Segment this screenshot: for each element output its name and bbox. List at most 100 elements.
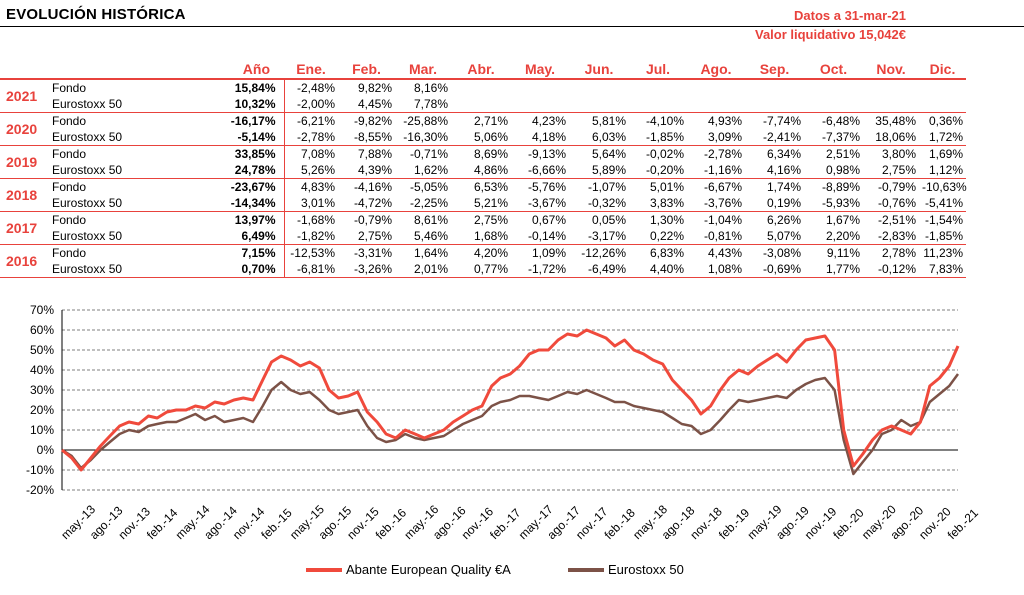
monthly-return — [919, 79, 966, 96]
monthly-return: 1,64% — [413, 246, 448, 260]
monthly-return: 3,83% — [629, 195, 687, 212]
data-date: Datos a 31-mar-21 — [794, 8, 906, 23]
annual-return: 24,78% — [150, 162, 285, 179]
monthly-return: -3,17% — [569, 228, 629, 245]
monthly-return — [451, 96, 511, 113]
monthly-return: 35,48% — [875, 114, 916, 128]
monthly-return: -5,05% — [409, 180, 448, 194]
monthly-return: 4,40% — [629, 261, 687, 278]
year-label: 2017 — [0, 211, 50, 245]
monthly-return — [863, 96, 919, 113]
monthly-return: -6,49% — [569, 261, 629, 278]
monthly-return: -2,78% — [284, 129, 338, 146]
table-row: 2019 Fondo 33,85% 7,08% 7,88% -0,71% 8,69% -9,1… — [0, 145, 966, 179]
table-row: 2017 Fondo 13,97% -1,68% -0,79% 8,61% 2,75% 0,6… — [0, 211, 966, 245]
monthly-return — [745, 79, 804, 96]
monthly-return — [511, 79, 569, 96]
monthly-return: 5,07% — [745, 228, 804, 245]
monthly-return: -12,53% — [290, 246, 335, 260]
annual-return: 7,15% — [150, 244, 285, 261]
monthly-return: 1,62% — [395, 162, 451, 179]
monthly-return: 0,19% — [745, 195, 804, 212]
y-tick-label: 0% — [37, 443, 55, 457]
annual-return: 33,85% — [150, 145, 285, 162]
year-label: 2019 — [0, 145, 50, 179]
monthly-return: -0,76% — [863, 195, 919, 212]
monthly-return: 4,45% — [338, 96, 395, 113]
monthly-return: 7,78% — [395, 96, 451, 113]
monthly-return: 5,89% — [569, 162, 629, 179]
header-cell: May. — [511, 59, 569, 80]
monthly-return: -2,83% — [863, 228, 919, 245]
monthly-return: -0,71% — [409, 147, 448, 161]
row-label: Fondo — [52, 114, 87, 128]
row-label: Eurostoxx 50 — [50, 261, 150, 278]
table-row: 2021 Fondo 15,84% -2,48% 9,82% 8,16% — [0, 79, 966, 113]
monthly-return: -12,26% — [581, 246, 626, 260]
y-tick-label: 30% — [30, 383, 54, 397]
monthly-return — [451, 79, 511, 96]
monthly-return: 1,74% — [766, 180, 801, 194]
monthly-return: -9,13% — [527, 147, 566, 161]
monthly-return: 6,83% — [649, 246, 684, 260]
title-divider — [0, 26, 1024, 27]
monthly-return: -1,82% — [284, 228, 338, 245]
table-row: Eurostoxx 50 24,78% 5,26% 4,39% 1,62% 4,86% -6… — [0, 162, 966, 179]
monthly-return: 2,01% — [395, 261, 451, 278]
monthly-return: 2,20% — [804, 228, 863, 245]
monthly-return: -1,07% — [587, 180, 626, 194]
monthly-return: 4,16% — [745, 162, 804, 179]
y-tick-label: -10% — [26, 463, 54, 477]
row-label: Eurostoxx 50 — [50, 162, 150, 179]
annual-return: 0,70% — [150, 261, 285, 278]
fund-info: Datos a 31-mar-21 Valor liquidativo 15,0… — [755, 6, 906, 44]
monthly-return: -5,76% — [527, 180, 566, 194]
monthly-return: 9,82% — [357, 81, 392, 95]
header-cell: Mar. — [395, 59, 451, 80]
y-axis-labels: 70% 60% 50% 40% 30% 20% 10% 0% -10% -20% — [26, 303, 54, 497]
monthly-return: -2,48% — [296, 81, 335, 95]
monthly-return: -6,21% — [296, 114, 335, 128]
year-label: 2020 — [0, 112, 50, 146]
monthly-return — [804, 96, 863, 113]
monthly-return: 1,69% — [928, 147, 963, 161]
y-tick-label: 20% — [30, 403, 54, 417]
year-label: 2016 — [0, 244, 50, 278]
monthly-return: -10,63% — [922, 180, 967, 194]
monthly-return: 5,01% — [649, 180, 684, 194]
monthly-return — [863, 79, 919, 96]
row-label: Fondo — [52, 147, 87, 161]
monthly-return: -0,69% — [745, 261, 804, 278]
table-row: Eurostoxx 50 10,32% -2,00% 4,45% 7,78% — [0, 96, 966, 113]
header-cell: Oct. — [804, 59, 863, 80]
monthly-return: 2,51% — [825, 147, 860, 161]
monthly-return: 4,83% — [300, 180, 335, 194]
table-row: Eurostoxx 50 0,70% -6,81% -3,26% 2,01% 0,77% -… — [0, 261, 966, 278]
monthly-return: 1,30% — [649, 213, 684, 227]
row-label: Eurostoxx 50 — [50, 129, 150, 146]
annual-return: 15,84% — [150, 79, 285, 96]
legend-item-fund: Abante European Quality €A — [306, 562, 511, 577]
monthly-return: -0,81% — [687, 228, 745, 245]
monthly-return: -2,51% — [877, 213, 916, 227]
series-line-fund — [61, 328, 960, 472]
series-line-index — [61, 373, 960, 476]
series-lines — [61, 328, 960, 476]
header-cell: Jul. — [629, 59, 687, 80]
monthly-return: 3,80% — [881, 147, 916, 161]
monthly-return: 18,06% — [863, 129, 919, 146]
annual-return: 6,49% — [150, 228, 285, 245]
header-cell: Año — [150, 59, 284, 80]
row-label: Eurostoxx 50 — [50, 96, 150, 113]
monthly-return: 8,61% — [413, 213, 448, 227]
monthly-return: -0,32% — [569, 195, 629, 212]
monthly-return: 0,98% — [804, 162, 863, 179]
monthly-return: 1,08% — [687, 261, 745, 278]
monthly-return: 6,34% — [766, 147, 801, 161]
monthly-return: -1,16% — [687, 162, 745, 179]
annual-return: -23,67% — [150, 178, 285, 195]
header-cell: Feb. — [338, 59, 395, 80]
monthly-return: -1,85% — [919, 228, 966, 245]
monthly-return: -6,66% — [511, 162, 569, 179]
monthly-return: -2,00% — [284, 96, 338, 113]
